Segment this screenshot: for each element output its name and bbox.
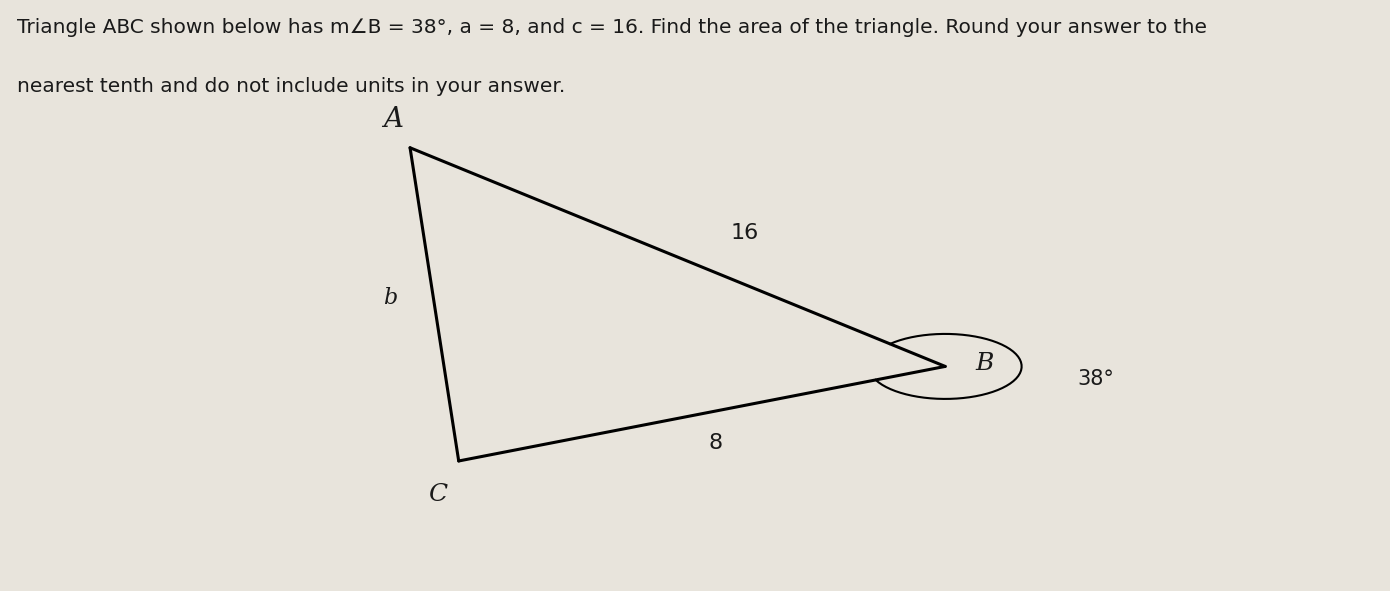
Text: C: C [428,483,448,506]
Text: A: A [384,106,403,133]
Text: 8: 8 [709,433,723,453]
Text: nearest tenth and do not include units in your answer.: nearest tenth and do not include units i… [17,77,564,96]
Text: 16: 16 [730,223,759,243]
Text: B: B [976,352,994,375]
Text: Triangle ABC shown below has m∠B = 38°, a = 8, and c = 16. Find the area of the : Triangle ABC shown below has m∠B = 38°, … [17,18,1207,37]
Text: 38°: 38° [1077,369,1113,389]
Text: b: b [382,287,398,310]
